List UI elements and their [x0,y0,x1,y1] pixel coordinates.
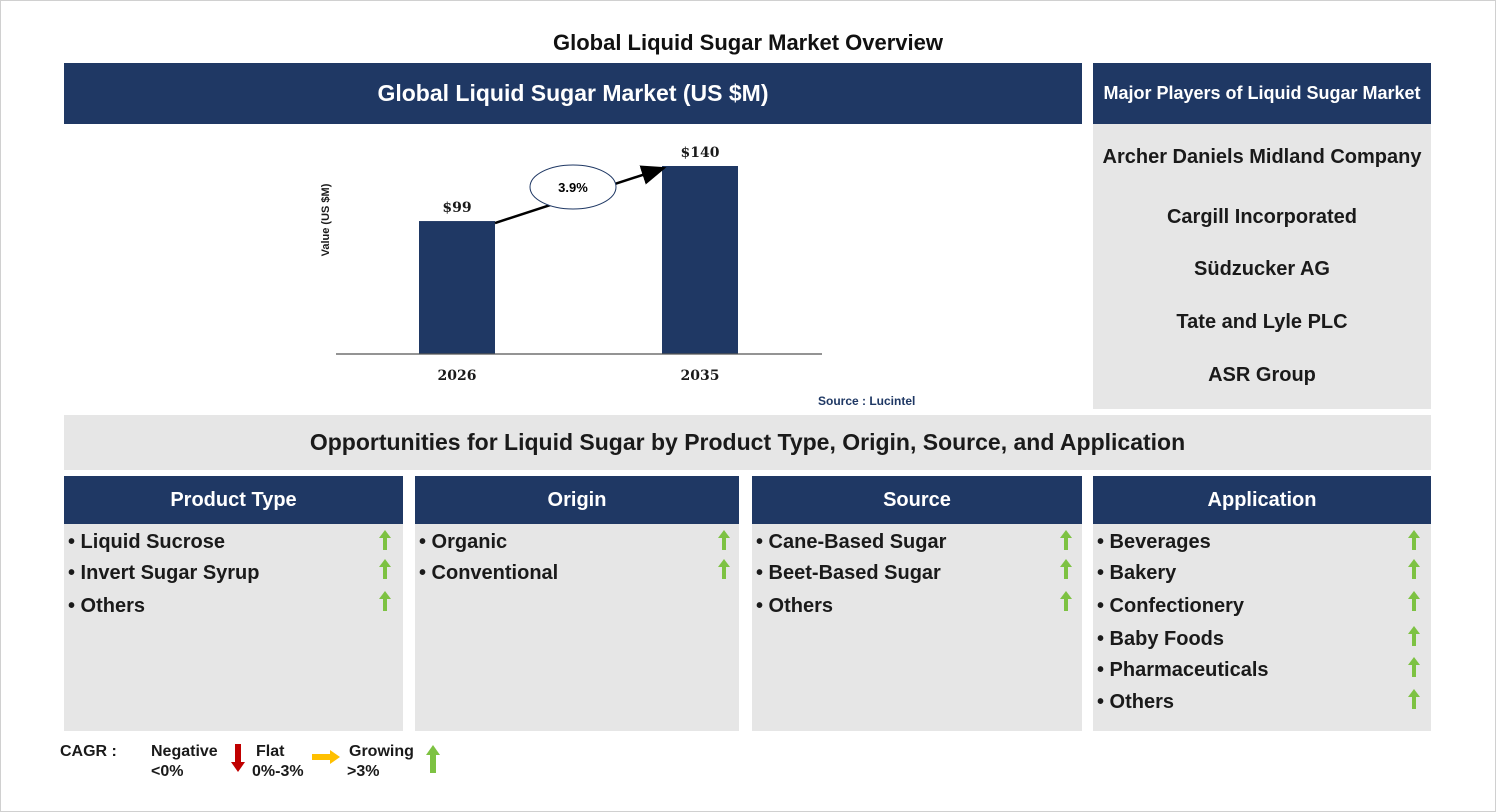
bar-2026 [419,221,495,354]
source-label: Source : Lucintel [818,394,916,408]
segment-item: • Beet-Based Sugar [756,562,941,584]
segment-item: • Pharmaceuticals [1097,659,1269,681]
segment-item: • Invert Sugar Syrup [68,562,260,584]
player-name: Archer Daniels Midland Company [1102,146,1422,168]
legend-flat-label: Flat [256,743,285,760]
segment-panel-origin: • Organic • Conventional [415,524,739,731]
page-title: Global Liquid Sugar Market Overview [553,30,943,55]
arrow-up-icon [1408,559,1420,579]
arrow-right-icon [312,750,340,764]
segment-item: • Others [756,595,834,617]
legend-flat-range: 0%-3% [252,763,304,780]
arrow-up-icon [1060,591,1072,611]
arrow-up-icon [379,530,391,550]
segment-item: • Organic [419,531,508,553]
segment-header-product-type: Product Type [64,476,403,524]
x-tick-label: 2026 [438,368,477,384]
segment-panel-source: • Cane-Based Sugar • Beet-Based Sugar • … [752,524,1082,731]
player-name: Tate and Lyle PLC [1176,311,1348,333]
cagr-ellipse [529,164,617,210]
arrow-up-icon [1408,626,1420,646]
chart-svg: Value (US $M) $99 2026 $140 2035 3.9% [320,145,822,384]
arrow-up-icon [379,591,391,611]
x-tick-label: 2035 [681,368,720,384]
segment-item: • Others [1097,691,1175,713]
arrow-up-icon [1408,657,1420,677]
bar-chart: Value (US $M) $99 2026 $140 2035 3.9% Source … [64,124,1082,414]
arrow-up-icon [1408,591,1420,611]
players-header: Major Players of Liquid Sugar Market [1093,63,1431,124]
arrow-up-icon [718,530,730,550]
arrow-up-icon [718,559,730,579]
arrow-down-icon [231,744,245,772]
segment-panel-application: • Beverages • Bakery • Confectionery • B… [1093,524,1431,731]
segment-item: • Liquid Sucrose [68,531,226,553]
opportunities-title: Opportunities for Liquid Sugar by Produc… [64,415,1431,470]
cagr-label: 3.9% [558,180,588,195]
segment-item: • Conventional [419,562,559,584]
bar-value-label: $140 [681,145,720,161]
segment-item: • Cane-Based Sugar [756,531,947,553]
arrow-up-icon [1408,689,1420,709]
segment-header-source: Source [752,476,1082,524]
cagr-legend: CAGR : Negative <0% Flat 0%-3% Growing >… [0,740,600,800]
player-name: ASR Group [1208,364,1316,386]
segment-item: • Others [68,595,146,617]
player-name: Cargill Incorporated [1166,206,1358,228]
segment-item: • Bakery [1097,562,1177,584]
segment-item: • Baby Foods [1097,628,1225,650]
bar-value-label: $99 [442,200,471,216]
chart-header: Global Liquid Sugar Market (US $M) [64,63,1082,124]
players-panel: Archer Daniels Midland Company Cargill I… [1093,124,1431,409]
arrow-up-icon [1060,530,1072,550]
bar-2035 [662,166,738,354]
segment-item: • Beverages [1097,531,1211,553]
arrow-up-icon [1060,559,1072,579]
player-name: Südzucker AG [1194,258,1330,280]
arrow-up-icon [379,559,391,579]
segment-item: • Confectionery [1097,595,1245,617]
legend-negative-label: Negative [151,743,218,760]
segment-header-origin: Origin [415,476,739,524]
arrow-up-icon [1408,530,1420,550]
segment-header-application: Application [1093,476,1431,524]
legend-negative-range: <0% [151,763,184,780]
legend-growing-label: Growing [349,743,414,760]
y-axis-label: Value (US $M) [320,183,332,256]
arrow-up-icon [426,745,440,773]
segment-panel-product-type: • Liquid Sucrose • Invert Sugar Syrup • … [64,524,403,731]
legend-cagr-label: CAGR : [60,743,117,760]
legend-growing-range: >3% [347,763,380,780]
